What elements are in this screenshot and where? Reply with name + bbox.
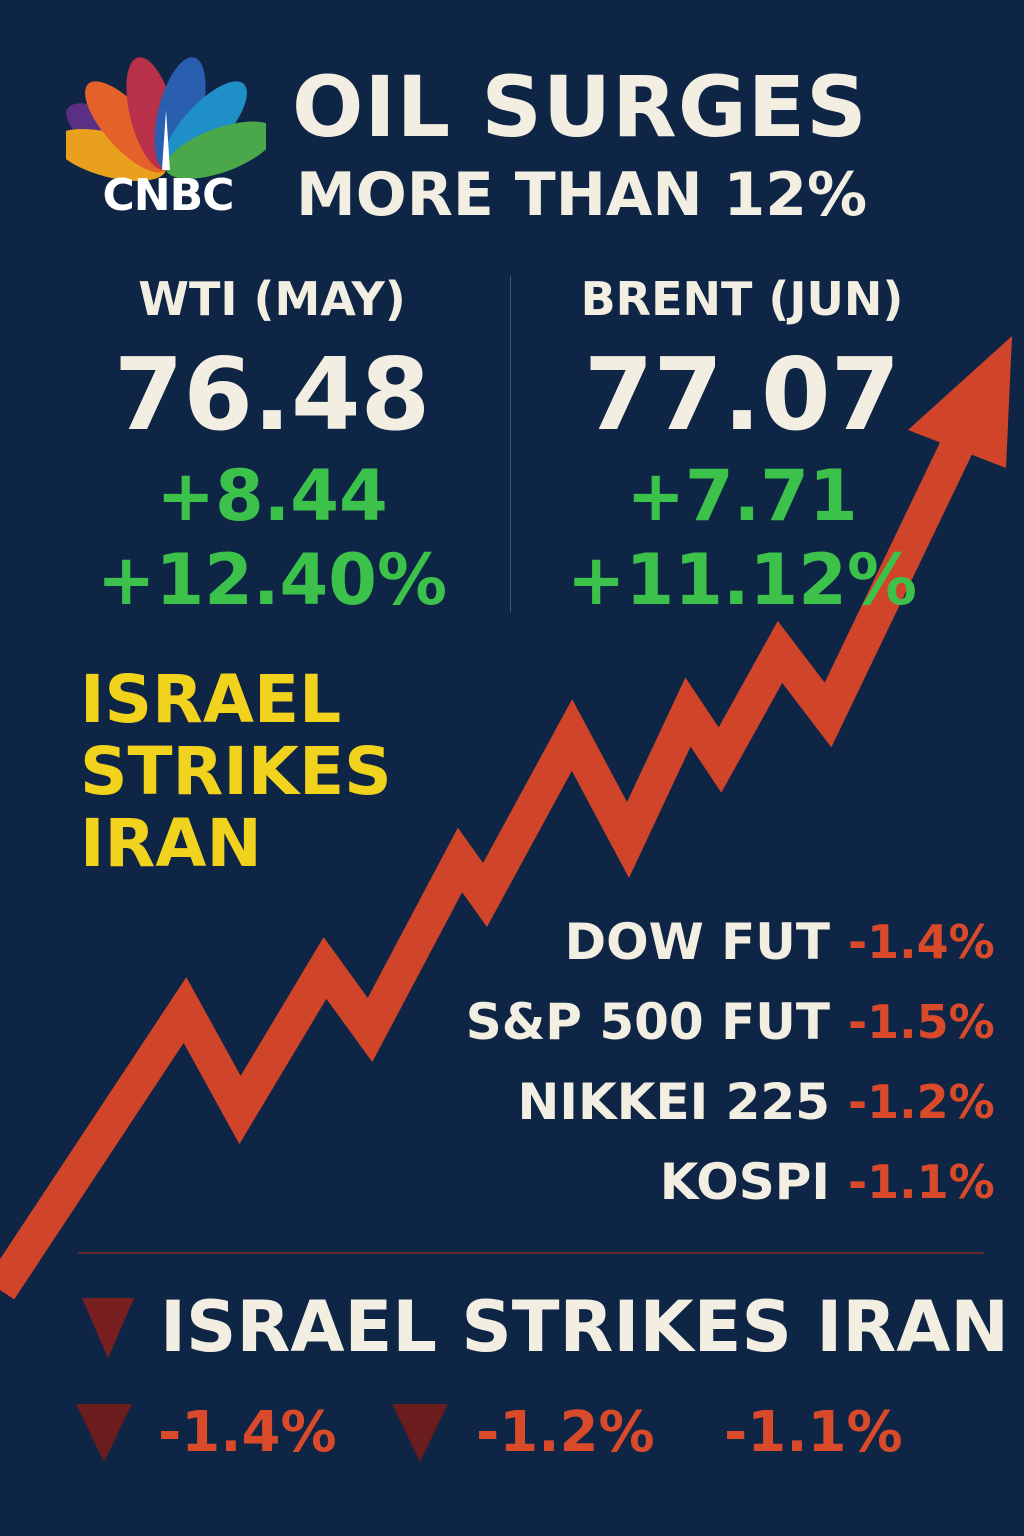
brent-price: 77.07: [583, 336, 901, 453]
index-row-sp500: S&P 500 FUT -1.5%: [440, 984, 995, 1060]
rising-arrow-line: [0, 432, 976, 1300]
index-row-kospi: KOSPI -1.1%: [440, 1144, 995, 1220]
ticker-value-3: -1.1%: [724, 1400, 903, 1465]
index-value: -1.5%: [848, 995, 995, 1049]
index-value: -1.2%: [848, 1075, 995, 1129]
index-name: KOSPI: [659, 1153, 830, 1211]
peacock-icon: [66, 57, 266, 182]
rising-arrow-head: [908, 336, 1012, 468]
headline-line-1: ISRAEL: [80, 661, 342, 738]
ticker-value-1: -1.4%: [158, 1400, 337, 1465]
brent-name: BRENT (JUN): [580, 272, 904, 326]
index-value: -1.1%: [848, 1155, 995, 1209]
wti-name: WTI (MAY): [138, 272, 406, 326]
headline-line-2: STRIKES: [80, 733, 392, 810]
wti-quote: WTI (MAY) 76.48 +8.44 +12.40%: [52, 268, 492, 622]
down-triangle-icon: [76, 1404, 132, 1462]
index-name: NIKKEI 225: [517, 1073, 830, 1131]
wti-price: 76.48: [113, 336, 431, 453]
brent-change-pct: +11.12%: [566, 539, 918, 621]
headline: ISRAEL STRIKES IRAN: [80, 664, 392, 880]
brent-change: +7.71: [626, 455, 858, 537]
quote-divider: [510, 276, 511, 612]
index-name: S&P 500 FUT: [465, 993, 830, 1051]
down-triangle-icon: [392, 1404, 448, 1462]
ticker-divider: [78, 1252, 984, 1254]
page-title: OIL SURGES: [292, 58, 868, 156]
wti-change-pct: +12.40%: [96, 539, 448, 621]
ticker-title: ISRAEL STRIKES IRAN: [160, 1286, 1009, 1368]
index-name: DOW FUT: [564, 913, 830, 971]
ticker-value-2: -1.2%: [476, 1400, 655, 1465]
cnbc-logo-text: CNBC: [102, 170, 235, 221]
brent-quote: BRENT (JUN) 77.07 +7.71 +11.12%: [522, 268, 962, 622]
index-row-nikkei: NIKKEI 225 -1.2%: [440, 1064, 995, 1140]
headline-line-3: IRAN: [80, 805, 262, 882]
down-triangle-icon: [82, 1298, 134, 1358]
index-row-dow: DOW FUT -1.4%: [440, 904, 995, 980]
wti-change: +8.44: [156, 455, 388, 537]
index-value: -1.4%: [848, 915, 995, 969]
page-subtitle: MORE THAN 12%: [296, 160, 868, 230]
